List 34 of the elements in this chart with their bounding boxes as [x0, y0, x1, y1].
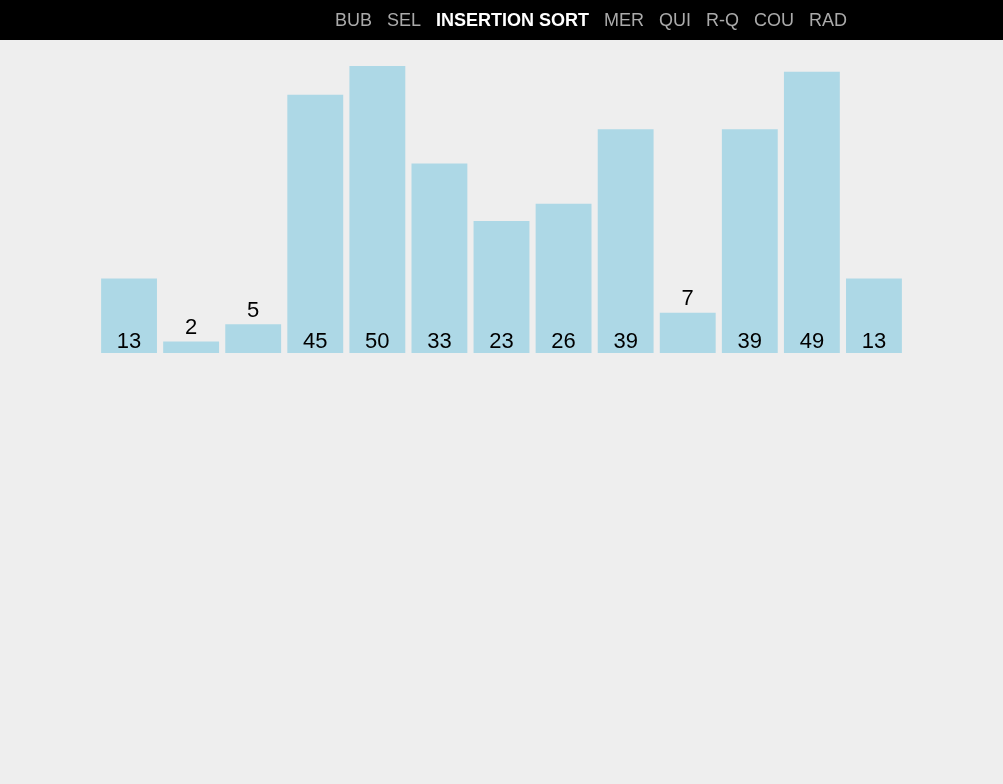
data-label: 45 [303, 327, 328, 353]
data-label: 7 [681, 285, 694, 311]
chart-title: INSERTION SORT [436, 9, 590, 31]
bar [163, 341, 220, 353]
text: COU [754, 9, 795, 31]
data-label: 5 [247, 296, 260, 322]
bar [597, 129, 654, 353]
bar [473, 220, 530, 353]
bar [349, 66, 406, 353]
data-label: 13 [861, 327, 887, 353]
text: RAD [809, 9, 848, 31]
bar [846, 278, 902, 353]
text: SEL [387, 9, 422, 31]
bar [411, 163, 468, 353]
text: BUB [335, 9, 373, 31]
bar [101, 278, 157, 353]
bar [287, 94, 344, 353]
bar [721, 129, 778, 353]
bar [535, 203, 592, 353]
data-label: 26 [551, 327, 576, 353]
data-label: 50 [365, 327, 390, 353]
bar [225, 324, 282, 353]
bar [783, 71, 840, 353]
data-label: 23 [489, 327, 514, 353]
data-label: 39 [737, 327, 763, 353]
data-label: 33 [427, 327, 452, 353]
text: QUI [659, 9, 692, 31]
data-label: 13 [116, 327, 142, 353]
text: MER [604, 9, 645, 31]
data-label: 49 [799, 327, 825, 353]
bar [659, 312, 716, 353]
data-label: 39 [613, 327, 638, 353]
text: R-Q [706, 9, 740, 31]
data-label: 2 [184, 314, 198, 340]
